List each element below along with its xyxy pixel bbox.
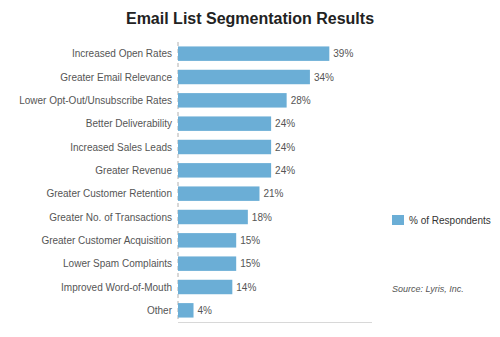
legend-label: % of Respondents: [409, 215, 491, 226]
bar: [178, 140, 271, 154]
annotation: Source: Lyris, Inc.: [392, 284, 464, 294]
chart-svg: Email List Segmentation Results 4% 14% 15% 1…: [0, 0, 500, 337]
y-tick-label: Increased Open Rates: [72, 48, 172, 59]
y-tick-label: Greater No. of Transactions: [49, 212, 172, 223]
bar: [178, 46, 329, 60]
y-tick-label: Greater Email Relevance: [60, 72, 172, 83]
y-tick-label: Greater Customer Retention: [46, 188, 172, 199]
data-label: 4%: [198, 305, 213, 316]
y-tick-label: Other: [147, 305, 173, 316]
data-labels: 4% 14% 15% 15% 18% 21% 24% 24% 24% 28% 34% 39%: [198, 48, 354, 316]
bar: [178, 116, 271, 130]
data-label: 24%: [275, 142, 295, 153]
legend: % of Respondents: [392, 215, 491, 226]
bar: [178, 186, 259, 200]
data-label: 18%: [252, 212, 272, 223]
y-tick-label: Improved Word-of-Mouth: [61, 282, 172, 293]
bar: [178, 256, 236, 270]
data-label: 24%: [275, 118, 295, 129]
y-tick-label: Better Deliverability: [86, 118, 172, 129]
bar: [178, 93, 287, 107]
bar: [178, 280, 232, 294]
bar: [178, 303, 194, 317]
chart-title: Email List Segmentation Results: [126, 10, 374, 27]
data-label: 24%: [275, 165, 295, 176]
y-tick-label: Lower Opt-Out/Unsubscribe Rates: [19, 95, 172, 106]
bar: [178, 70, 310, 84]
legend-swatch: [392, 215, 404, 225]
data-label: 34%: [314, 72, 334, 83]
axis-line-x: [178, 322, 372, 323]
y-tick-label: Greater Customer Acquisition: [41, 235, 172, 246]
data-label: 15%: [240, 235, 260, 246]
y-tick-labels: Other Improved Word-of-Mouth Lower Spam Co…: [19, 48, 173, 316]
bar: [178, 233, 236, 247]
y-tick-label: Greater Revenue: [95, 165, 172, 176]
data-label: 14%: [236, 282, 256, 293]
data-label: 39%: [333, 48, 353, 59]
bars: [178, 46, 329, 317]
bar: [178, 163, 271, 177]
data-label: 15%: [240, 258, 260, 269]
data-label: 21%: [263, 188, 283, 199]
y-tick-label: Lower Spam Complaints: [63, 258, 172, 269]
chart-container: Email List Segmentation Results 4% 14% 15% 1…: [0, 0, 500, 337]
data-label: 28%: [291, 95, 311, 106]
y-tick-label: Increased Sales Leads: [70, 142, 172, 153]
bar: [178, 210, 248, 224]
